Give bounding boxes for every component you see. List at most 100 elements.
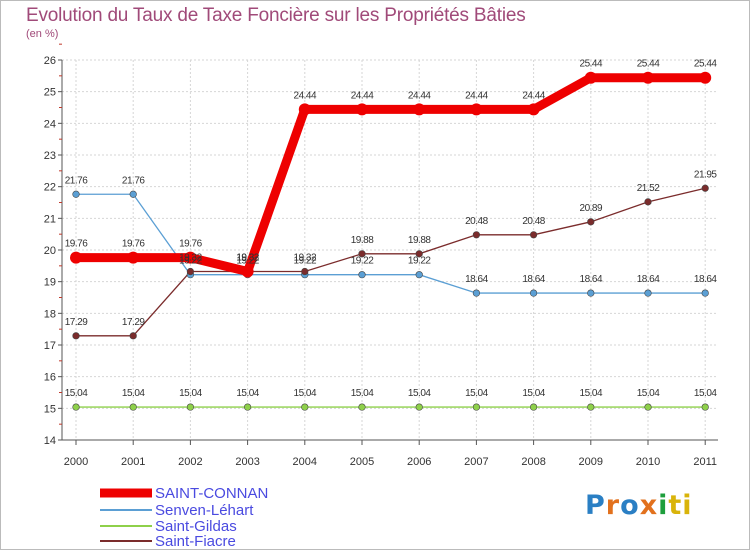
data-label: 24.44 bbox=[408, 90, 431, 101]
data-point bbox=[415, 271, 423, 279]
logo-letter: i bbox=[658, 490, 669, 521]
y-tick-label: 15 bbox=[44, 403, 56, 415]
data-label: 24.44 bbox=[351, 90, 374, 101]
data-point bbox=[186, 267, 194, 276]
x-tick-label: 2005 bbox=[350, 456, 374, 468]
data-label: 19.32 bbox=[236, 253, 259, 264]
data-point bbox=[644, 289, 652, 297]
legend-label: Saint-Gildas bbox=[155, 518, 237, 535]
data-point bbox=[129, 403, 137, 411]
data-label: 15.04 bbox=[65, 388, 88, 399]
x-tick-labels: 2000 2001 2002 2003 2004 2005 2006 2007 2008 2009… bbox=[64, 456, 717, 468]
legend: SAINT-CONNANSenven-LéhartSaint-GildasSai… bbox=[100, 485, 268, 550]
x-tick-label: 2001 bbox=[121, 456, 145, 468]
data-point bbox=[70, 251, 82, 264]
data-label: 21.52 bbox=[637, 183, 660, 194]
series-line-Saint-Fiacre bbox=[76, 187, 706, 337]
data-point bbox=[472, 231, 481, 239]
data-point bbox=[587, 218, 595, 226]
y-tick-label: 25 bbox=[44, 87, 56, 99]
x-tick-label: 2007 bbox=[464, 456, 488, 468]
data-point bbox=[129, 190, 137, 198]
data-point bbox=[72, 403, 80, 411]
data-label: 19.76 bbox=[122, 239, 145, 250]
data-point bbox=[186, 403, 194, 411]
data-point bbox=[301, 403, 309, 411]
data-point bbox=[587, 289, 595, 297]
grid-lines bbox=[62, 59, 718, 441]
axes bbox=[58, 43, 718, 445]
data-label: 18.64 bbox=[522, 274, 545, 285]
data-label: 19.76 bbox=[65, 239, 88, 250]
data-label: 19.22 bbox=[236, 256, 259, 267]
series-lines bbox=[76, 73, 706, 408]
data-label: 20.89 bbox=[580, 203, 603, 214]
x-tick-label: 2000 bbox=[64, 456, 88, 468]
y-tick-label: 23 bbox=[44, 150, 56, 162]
data-label: 15.04 bbox=[522, 388, 545, 399]
data-point bbox=[644, 403, 652, 411]
x-tick-label: 2003 bbox=[235, 456, 259, 468]
y-tick-label: 19 bbox=[44, 277, 56, 289]
data-point bbox=[529, 403, 538, 411]
data-label: 15.04 bbox=[236, 388, 259, 399]
x-tick-label: 2011 bbox=[693, 456, 717, 468]
data-point bbox=[358, 250, 366, 258]
data-label: 24.44 bbox=[522, 90, 545, 101]
data-label: 15.04 bbox=[580, 388, 603, 399]
data-label: 15.04 bbox=[179, 388, 202, 399]
data-point bbox=[298, 103, 311, 116]
data-point bbox=[701, 289, 709, 297]
series-line-SAINT-CONNAN bbox=[76, 73, 706, 277]
data-point bbox=[470, 103, 483, 116]
data-label: 19.88 bbox=[351, 235, 374, 246]
logo-letter: P bbox=[585, 490, 606, 521]
y-tick-label: 20 bbox=[44, 245, 56, 257]
data-label: 18.64 bbox=[637, 274, 660, 285]
data-label: 15.04 bbox=[637, 388, 660, 399]
data-point bbox=[529, 289, 538, 297]
data-label: 19.32 bbox=[294, 253, 317, 264]
data-label: 18.64 bbox=[580, 274, 603, 285]
data-point bbox=[699, 71, 712, 84]
y-tick-label: 21 bbox=[44, 213, 56, 225]
data-point bbox=[413, 103, 426, 116]
data-label: 25.44 bbox=[637, 59, 660, 70]
series-line-Senven-Léhart bbox=[76, 193, 706, 294]
y-tick-label: 14 bbox=[44, 435, 56, 447]
data-labels: 19.76 19.76 19.76 19.32 24.44 24.44 24.44 24.44… bbox=[65, 59, 718, 399]
y-axis-unit-label: (en %) bbox=[26, 28, 59, 40]
data-point bbox=[127, 251, 140, 264]
y-tick-label: 24 bbox=[44, 118, 56, 130]
logo-letter: r bbox=[605, 490, 621, 521]
legend-label: Saint-Fiacre bbox=[155, 533, 236, 550]
x-tick-label: 2006 bbox=[407, 456, 431, 468]
data-point bbox=[701, 184, 709, 192]
data-label: 18.64 bbox=[465, 274, 488, 285]
data-label: 21.95 bbox=[694, 169, 717, 180]
y-tick-label: 26 bbox=[44, 55, 56, 67]
data-point bbox=[356, 103, 368, 116]
data-point bbox=[358, 403, 366, 411]
data-label: 24.44 bbox=[294, 90, 317, 101]
legend-label: Senven-Léhart bbox=[155, 502, 254, 519]
y-tick-labels: 14 15 16 17 18 19 20 21 22 23 24 25 26 bbox=[44, 55, 56, 447]
data-label: 15.04 bbox=[465, 388, 488, 399]
logo-letter: o bbox=[620, 490, 640, 521]
y-tick-label: 17 bbox=[44, 340, 56, 352]
data-point bbox=[184, 251, 197, 264]
data-label: 19.22 bbox=[179, 256, 202, 267]
data-point bbox=[415, 403, 423, 411]
data-point bbox=[701, 403, 709, 411]
series-points bbox=[70, 71, 712, 411]
data-point bbox=[244, 403, 252, 411]
data-label: 19.88 bbox=[408, 235, 431, 246]
logo-letter: x bbox=[639, 490, 659, 521]
data-label: 17.29 bbox=[65, 317, 88, 328]
data-point bbox=[584, 71, 597, 84]
data-label: 19.22 bbox=[351, 256, 374, 267]
logo-letter: ti bbox=[668, 490, 693, 521]
data-point bbox=[527, 103, 540, 116]
x-tick-label: 2008 bbox=[521, 456, 545, 468]
